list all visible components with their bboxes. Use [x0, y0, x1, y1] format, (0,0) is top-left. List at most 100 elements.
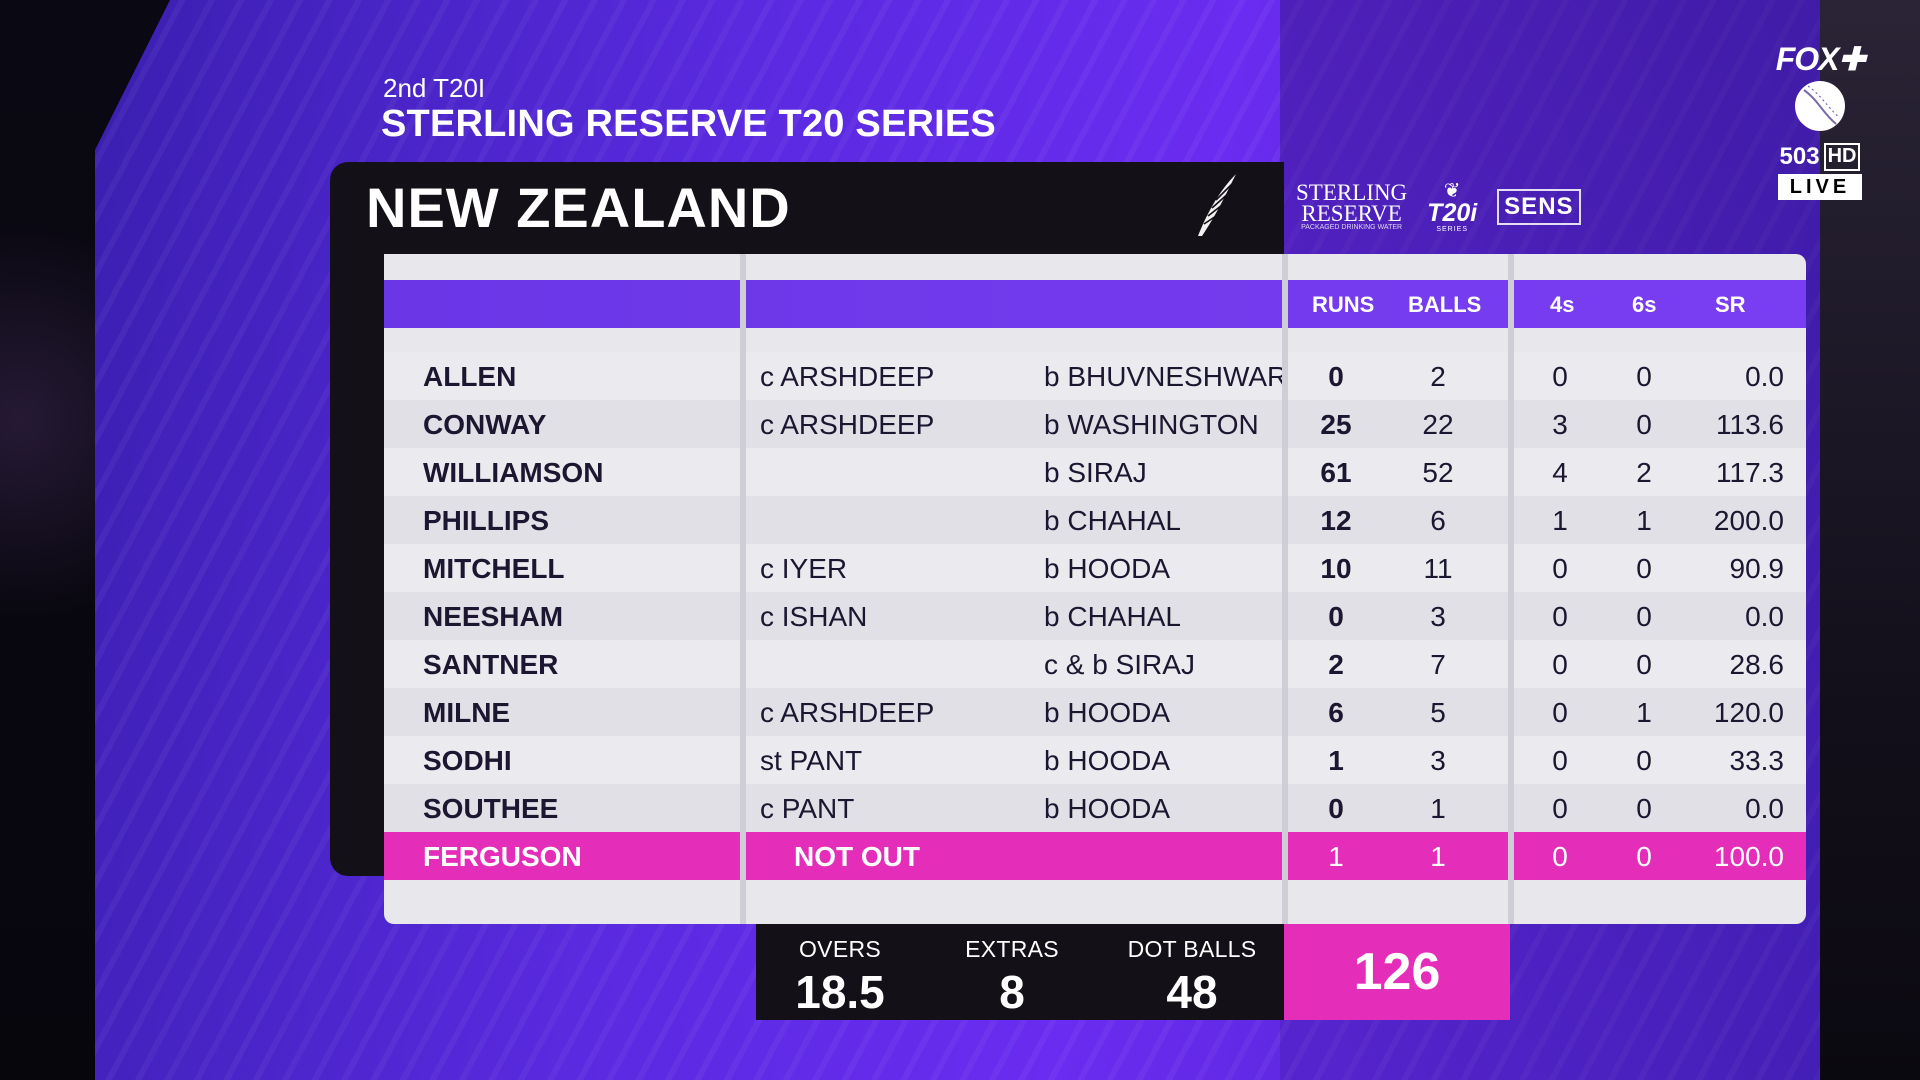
strike-rate-value: 117.3	[1716, 457, 1784, 488]
strike-rate-value: 33.3	[1729, 745, 1785, 776]
batter-name: WILLIAMSON	[423, 457, 604, 488]
overs-box: OVERS 18.5	[756, 924, 924, 1020]
batter-name: SANTNER	[423, 649, 559, 680]
match-number: 2nd T20I	[383, 73, 486, 103]
extras-box: EXTRAS 8	[924, 924, 1100, 1020]
dismissal-bowler: b CHAHAL	[1044, 601, 1181, 632]
sixes-value: 0	[1636, 649, 1652, 680]
team-name: NEW ZEALAND	[366, 176, 791, 239]
runs-value: 0	[1328, 361, 1344, 392]
cricket-ball-icon	[1795, 81, 1845, 131]
dismissal-fielder: c ARSHDEEP	[760, 361, 935, 392]
fours-value: 0	[1552, 841, 1568, 872]
dot-balls-value: 48	[1166, 966, 1218, 1018]
balls-value: 52	[1422, 457, 1454, 488]
dismissal-bowler: b HOODA	[1044, 793, 1171, 824]
batter-rows: ALLEN c ARSHDEEP b BHUVNESHWAR 0 2 0 0 0.0 CONWA…	[384, 352, 1806, 880]
runs-value: 2	[1328, 649, 1344, 680]
fours-value: 0	[1552, 649, 1568, 680]
fours-value: 0	[1552, 601, 1568, 632]
batter-row: WILLIAMSON b SIRAJ 61 52 4 2 117.3	[384, 448, 1806, 496]
balls-value: 1	[1430, 841, 1446, 872]
batting-scorecard: RUNS BALLS 4s 6s SR ALLEN c ARSHDEEP b BHU…	[384, 254, 1806, 924]
dismissal-bowler: b SIRAJ	[1044, 457, 1147, 488]
strike-rate-value: 200.0	[1713, 505, 1784, 536]
dismissal-fielder: st PANT	[760, 745, 863, 776]
series-title: STERLING RESERVE T20 SERIES	[381, 103, 996, 145]
sixes-value: 1	[1636, 697, 1652, 728]
strike-rate-header: SR	[1715, 292, 1746, 317]
fours-value: 0	[1552, 745, 1568, 776]
sixes-value: 0	[1636, 361, 1652, 392]
overs-value: 18.5	[795, 966, 885, 1018]
scorecard-left-edge	[330, 254, 384, 876]
runs-value: 12	[1320, 505, 1352, 536]
balls-value: 3	[1430, 601, 1446, 632]
batter-name: NEESHAM	[423, 601, 564, 632]
t20i-series-logo: ❦ T20i SERIES	[1427, 180, 1478, 233]
dot-balls-box: DOT BALLS 48	[1100, 924, 1284, 1020]
sixes-value: 1	[1636, 505, 1652, 536]
dismissal-bowler: b BHUVNESHWAR	[1044, 361, 1288, 392]
dismissal-fielder: c PANT	[760, 793, 855, 824]
dismissal-bowler: b HOODA	[1044, 553, 1171, 584]
balls-value: 7	[1430, 649, 1446, 680]
balls-header: BALLS	[1408, 292, 1482, 317]
runs-value: 1	[1328, 745, 1344, 776]
scorecard-header-row: RUNS BALLS 4s 6s SR	[384, 280, 1806, 328]
hd-badge: HD	[1823, 143, 1861, 171]
dismissal-fielder: c ARSHDEEP	[760, 697, 935, 728]
column-divider	[1508, 254, 1514, 924]
sixes-value: 0	[1636, 409, 1652, 440]
batter-row: MITCHELL c IYER b HOODA 10 11 0 0 90.9	[384, 544, 1806, 592]
balls-value: 2	[1430, 361, 1446, 392]
batter-name: MITCHELL	[423, 553, 565, 584]
batter-row: SODHI st PANT b HOODA 1 3 0 0 33.3	[384, 736, 1806, 784]
balls-value: 3	[1430, 745, 1446, 776]
fours-value: 0	[1552, 697, 1568, 728]
extras-value: 8	[999, 966, 1025, 1018]
sixes-value: 2	[1636, 457, 1652, 488]
fours-value: 4	[1552, 457, 1568, 488]
batter-row: MILNE c ARSHDEEP b HOODA 6 5 0 1 120.0	[384, 688, 1806, 736]
dismissal-fielder: c IYER	[760, 553, 848, 584]
team-header-bar	[330, 162, 1284, 254]
strike-rate-value: 28.6	[1729, 649, 1785, 680]
batter-name: FERGUSON	[423, 841, 582, 872]
balls-value: 1	[1430, 793, 1446, 824]
balls-value: 5	[1430, 697, 1446, 728]
sterling-reserve-logo: STERLING RESERVE PACKAGED DRINKING WATER	[1296, 180, 1408, 231]
batter-name: MILNE	[423, 697, 511, 728]
dismissal-fielder: c ARSHDEEP	[760, 409, 935, 440]
batter-name: CONWAY	[423, 409, 547, 440]
balls-value: 11	[1423, 553, 1453, 584]
balls-value: 22	[1422, 409, 1454, 440]
sixes-value: 0	[1636, 841, 1652, 872]
batter-row: ALLEN c ARSHDEEP b BHUVNESHWAR 0 2 0 0 0.0	[384, 352, 1806, 400]
dismissal-bowler: b HOODA	[1044, 697, 1171, 728]
batter-name: PHILLIPS	[423, 505, 550, 536]
runs-value: 61	[1320, 457, 1352, 488]
sixes-value: 0	[1636, 601, 1652, 632]
sixes-value: 0	[1636, 553, 1652, 584]
strike-rate-value: 0.0	[1745, 361, 1784, 392]
strike-rate-value: 100.0	[1713, 841, 1784, 872]
not-out-status: NOT OUT	[794, 841, 920, 872]
batter-row: NEESHAM c ISHAN b CHAHAL 0 3 0 0 0.0	[384, 592, 1806, 640]
column-divider	[1282, 254, 1288, 924]
sixes-header: 6s	[1632, 292, 1657, 317]
sens-logo: SENS	[1497, 189, 1581, 225]
batter-row: SANTNER c & b SIRAJ 2 7 0 0 28.6	[384, 640, 1806, 688]
fours-value: 0	[1552, 553, 1568, 584]
batter-row: PHILLIPS b CHAHAL 12 6 1 1 200.0	[384, 496, 1806, 544]
balls-value: 6	[1430, 505, 1446, 536]
strike-rate-value: 90.9	[1729, 553, 1785, 584]
runs-value: 25	[1320, 409, 1352, 440]
batter-row: CONWAY c ARSHDEEP b WASHINGTON 25 22 3 0 113.6	[384, 400, 1806, 448]
strike-rate-value: 113.6	[1716, 409, 1784, 440]
column-divider	[740, 254, 746, 924]
batter-name: ALLEN	[423, 361, 517, 392]
runs-header: RUNS	[1312, 292, 1375, 317]
silver-fern-icon	[1198, 174, 1236, 236]
strike-rate-value: 0.0	[1745, 793, 1784, 824]
